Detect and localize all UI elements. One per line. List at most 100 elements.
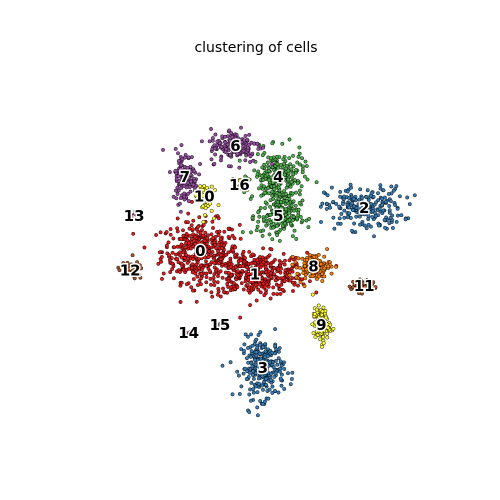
cell-point [196, 224, 200, 229]
cell-point [269, 247, 274, 252]
cell-point [357, 291, 361, 296]
cell-point [310, 322, 315, 327]
cell-point [267, 232, 272, 237]
cell-point [237, 222, 242, 227]
cell-point [317, 266, 322, 271]
cell-point [273, 278, 278, 283]
cell-point [187, 226, 192, 231]
cell-point [316, 258, 321, 263]
cell-point [256, 146, 261, 151]
cell-point [272, 187, 277, 192]
cell-point [256, 219, 261, 224]
cell-point [268, 263, 273, 268]
cell-point [219, 155, 224, 160]
cell-point [189, 285, 194, 290]
cell-point [250, 343, 255, 348]
cell-point [232, 286, 237, 291]
cell-point [247, 275, 252, 280]
cell-point [130, 268, 135, 273]
cell-point [366, 287, 370, 292]
cell-point [218, 236, 223, 241]
cell-point [324, 315, 328, 320]
cell-point [273, 327, 278, 332]
cell-point [236, 138, 241, 143]
cell-point [276, 276, 281, 281]
cell-point [202, 238, 207, 243]
cell-point [210, 147, 215, 152]
cell-point [271, 291, 276, 296]
cell-point [275, 200, 280, 205]
cell-point [329, 185, 334, 190]
cell-point [287, 218, 292, 222]
cell-point [390, 226, 395, 230]
cluster-12-points [116, 253, 144, 281]
cell-point [282, 360, 287, 365]
cell-point [175, 216, 180, 221]
cell-point [258, 255, 262, 259]
cell-point [319, 312, 324, 317]
cell-point [254, 298, 259, 303]
cell-point [180, 170, 185, 175]
cluster-label-12: 12 [120, 262, 141, 280]
cell-point [157, 250, 162, 255]
cell-point [276, 165, 281, 170]
cell-point [216, 203, 221, 208]
cell-point [279, 200, 284, 205]
cell-point [351, 204, 356, 209]
cell-point [297, 188, 302, 193]
cell-point [252, 357, 257, 362]
cell-point [255, 258, 260, 263]
cell-point [210, 250, 215, 254]
cell-point [256, 376, 261, 381]
cell-point [229, 264, 234, 269]
cell-point [203, 230, 208, 235]
cell-point [192, 179, 197, 183]
cell-point [201, 220, 206, 224]
cell-point [173, 146, 178, 151]
cell-point [199, 139, 204, 144]
cell-point [156, 261, 161, 266]
cell-point [254, 353, 259, 358]
cell-point [273, 221, 278, 226]
cell-point [257, 282, 262, 287]
cell-point [190, 227, 195, 232]
cell-point [270, 141, 275, 146]
cell-point [262, 293, 267, 298]
cell-point [182, 155, 187, 160]
cell-point [326, 264, 331, 269]
cell-point [300, 218, 305, 223]
cluster-label-10: 10 [194, 188, 215, 206]
cell-point [399, 213, 404, 218]
cell-point [310, 292, 315, 297]
cell-point [324, 206, 329, 211]
cell-point [186, 191, 190, 196]
cell-point [290, 370, 295, 375]
cell-point [125, 260, 130, 265]
cell-point [289, 167, 294, 172]
cell-point [270, 189, 275, 194]
cell-point [177, 201, 182, 206]
cell-point [337, 216, 342, 221]
cell-point [291, 214, 296, 219]
cell-point [290, 262, 295, 267]
cell-point [216, 249, 220, 254]
cell-point [397, 194, 402, 199]
cell-point [251, 376, 256, 381]
points-layer [116, 125, 417, 418]
cell-point [243, 332, 248, 337]
cell-point [278, 180, 283, 185]
cell-point [233, 253, 237, 258]
cell-point [216, 233, 221, 238]
cell-point [274, 214, 279, 219]
cell-point [178, 250, 183, 255]
cell-point [254, 282, 258, 287]
cell-point [194, 299, 199, 304]
cell-point [313, 335, 318, 339]
cell-point [355, 282, 360, 287]
cell-point [273, 257, 277, 262]
cell-point [176, 174, 181, 179]
cluster-5-points [240, 191, 312, 243]
cell-point [199, 272, 204, 277]
